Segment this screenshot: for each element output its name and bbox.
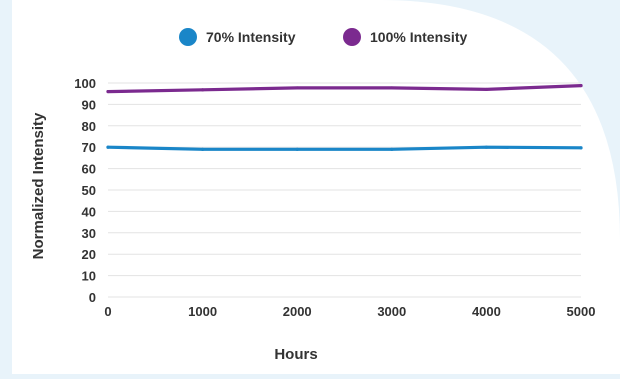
- y-axis-label: Normalized Intensity: [30, 112, 47, 259]
- data-point: [295, 147, 299, 151]
- y-tick-labels: 0 10 20 30 40 50 60 70 80 90 100: [74, 76, 96, 305]
- y-tick-label: 100: [74, 76, 96, 91]
- data-point: [579, 83, 583, 88]
- data-point: [390, 86, 394, 90]
- legend-item: 70% Intensity: [179, 28, 296, 46]
- y-tick-label: 50: [82, 183, 96, 198]
- series-lines: [106, 83, 583, 151]
- series-line-1: [106, 83, 583, 94]
- x-tick-label: 1000: [188, 304, 217, 319]
- legend-label: 100% Intensity: [370, 29, 467, 45]
- legend-label: 70% Intensity: [206, 29, 296, 45]
- data-point: [295, 86, 299, 90]
- data-point: [106, 145, 110, 149]
- y-tick-label: 10: [82, 269, 96, 284]
- x-tick-labels: 0 1000 2000 3000 4000 5000: [104, 304, 595, 319]
- y-tick-label: 40: [82, 204, 96, 219]
- y-tick-label: 90: [82, 97, 96, 112]
- y-tick-label: 20: [82, 247, 96, 262]
- data-point: [201, 147, 205, 151]
- y-tick-label: 70: [82, 140, 96, 155]
- chart-card: 0 10 20 30 40 50 60 70 80 90 100 0 1000 2000 3000 4000…: [12, 0, 620, 374]
- legend-marker: [179, 28, 197, 46]
- x-tick-label: 3000: [377, 304, 406, 319]
- x-axis-label: Hours: [274, 346, 317, 363]
- y-tick-label: 0: [89, 290, 96, 305]
- line-chart: 0 10 20 30 40 50 60 70 80 90 100 0 1000 2000 3000 4000…: [12, 0, 620, 374]
- legend: 70% Intensity 100% Intensity: [179, 28, 467, 46]
- x-tick-label: 0: [104, 304, 111, 319]
- data-point: [484, 145, 488, 149]
- x-tick-label: 2000: [283, 304, 312, 319]
- data-point: [201, 88, 205, 92]
- y-tick-label: 60: [82, 162, 96, 177]
- data-point: [484, 87, 488, 92]
- legend-marker: [343, 28, 361, 46]
- series-line-0: [106, 145, 583, 151]
- y-tick-label: 80: [82, 119, 96, 134]
- legend-item: 100% Intensity: [343, 28, 467, 46]
- data-point: [579, 146, 583, 150]
- grid-lines: [108, 82, 581, 298]
- card-background: [12, 0, 620, 374]
- data-point: [106, 89, 110, 94]
- data-point: [390, 147, 394, 151]
- y-tick-label: 30: [82, 226, 96, 241]
- x-tick-label: 4000: [472, 304, 501, 319]
- x-tick-label: 5000: [567, 304, 596, 319]
